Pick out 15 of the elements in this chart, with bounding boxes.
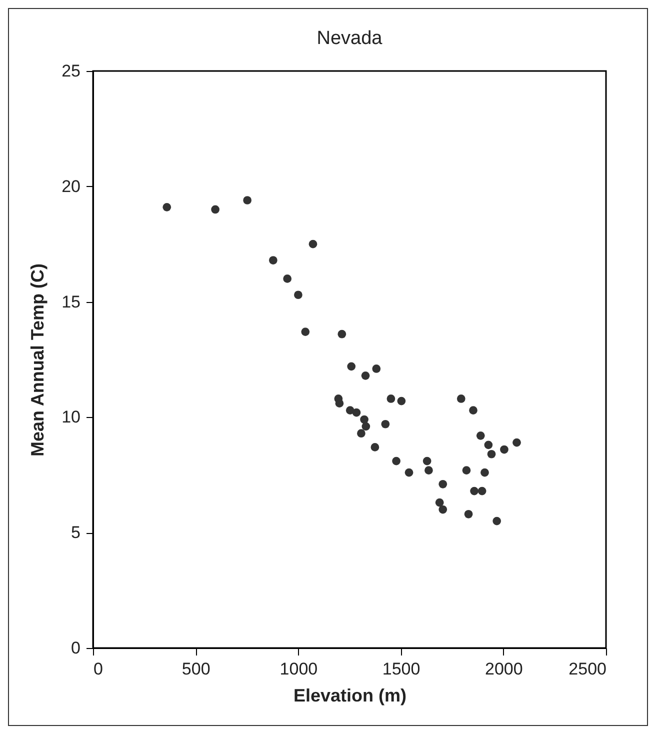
y-axis-title: Mean Annual Temp (C) (28, 263, 48, 456)
chart-title: Nevada (316, 28, 383, 49)
x-tick-label: 1500 (382, 660, 420, 678)
x-axis-title: Elevation (m) (293, 686, 407, 706)
y-tick-label: 5 (71, 523, 80, 542)
x-tick-label: 1000 (280, 660, 318, 678)
y-tick-label: 15 (62, 292, 80, 312)
x-tick-label: 0 (94, 660, 103, 678)
x-tick-label: 2000 (484, 660, 523, 678)
y-tick-label: 10 (62, 408, 80, 427)
y-tick-label: 25 (62, 62, 80, 80)
y-tick-label: 0 (71, 638, 80, 658)
x-tick-label: 500 (182, 660, 210, 678)
y-tick-label: 20 (62, 176, 80, 196)
x-tick-label: 2500 (568, 660, 606, 678)
